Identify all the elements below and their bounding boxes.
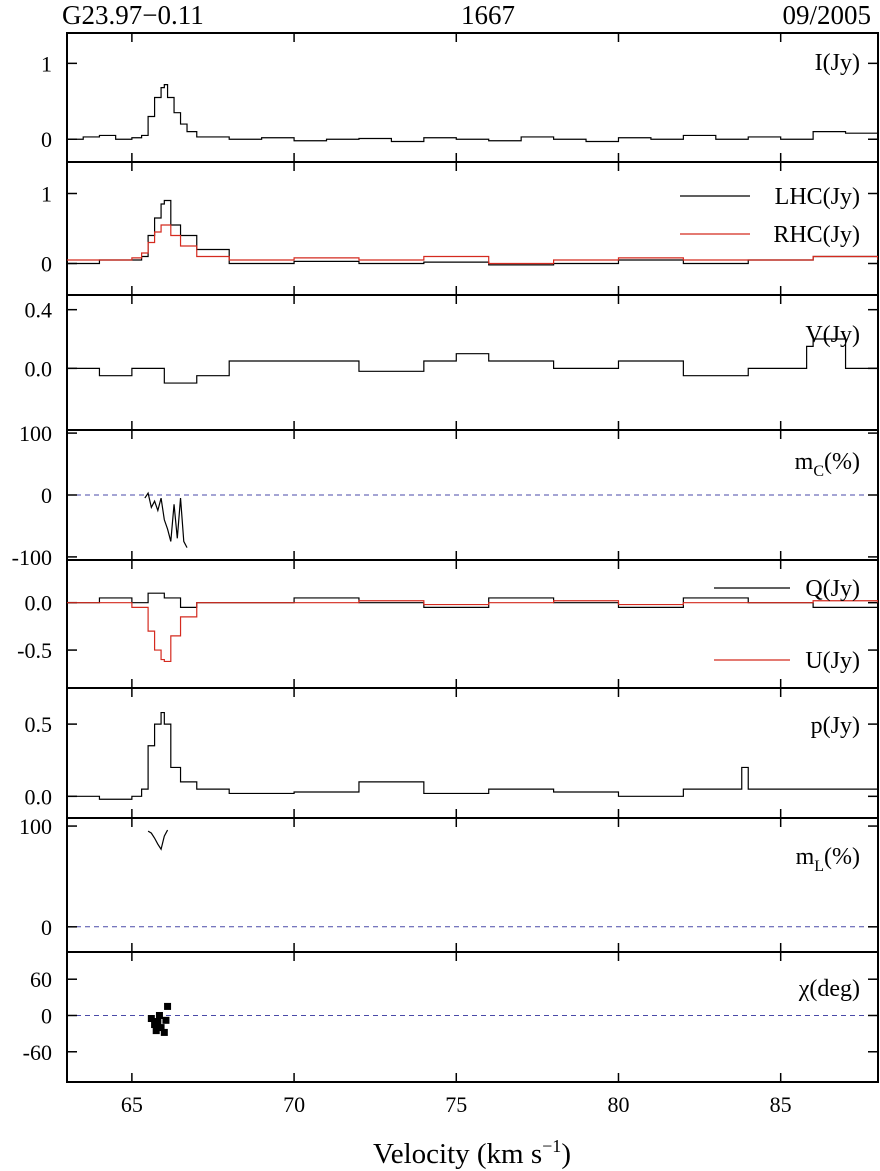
panel-chi: 60 0 -60 χ(deg) [23, 951, 879, 1083]
transition-frequency: 1667 [461, 0, 515, 30]
y-tick-label: 0 [41, 252, 52, 277]
legend-label: Q(Jy) [805, 576, 860, 602]
panel-frame [66, 294, 879, 431]
panel-frame [66, 687, 879, 819]
panel-mc: 100 0 -100 mC(%) [12, 421, 879, 570]
panel-label: mL(%) [796, 844, 860, 875]
series-group [67, 592, 878, 663]
figure-header: G23.97−0.11 1667 09/2005 [62, 0, 871, 30]
data-point [147, 1015, 155, 1023]
panel-frame [66, 32, 879, 163]
y-tick-label: 1 [41, 51, 52, 76]
y-tick-label: 0 [41, 127, 52, 152]
y-tick-label: 0.4 [25, 298, 53, 323]
data-point [152, 1027, 160, 1035]
panel-label: I(Jy) [815, 50, 860, 76]
panel-label: V(Jy) [805, 322, 860, 348]
series-group [67, 84, 878, 143]
data-point [157, 1024, 165, 1032]
series-group [67, 711, 878, 800]
y-tick-label: 0 [41, 1003, 52, 1028]
y-tick-label: 1 [41, 182, 52, 207]
panel-frame [66, 817, 879, 953]
x-tick-label: 70 [283, 1092, 305, 1117]
x-tick-label: 75 [445, 1092, 467, 1117]
series-line [67, 592, 878, 609]
panel-frame [66, 559, 879, 689]
x-axis-label: Velocity (km s−1) [373, 1136, 571, 1170]
panel-stokes-i: 1 0 I(Jy) [41, 32, 879, 163]
series-line [67, 711, 878, 800]
observation-epoch: 09/2005 [782, 0, 871, 30]
y-tick-label: 60 [30, 967, 52, 992]
legend-label: LHC(Jy) [775, 184, 860, 210]
source-name: G23.97−0.11 [62, 0, 204, 30]
panel-label: χ(deg) [798, 976, 860, 1002]
y-tick-label: 0.5 [25, 712, 53, 737]
series-line [67, 199, 878, 266]
data-point [164, 1002, 172, 1010]
panel-label: p(Jy) [811, 713, 860, 739]
y-tick-label: 0 [41, 483, 52, 508]
series-line [67, 224, 878, 265]
y-tick-label: -0.5 [17, 638, 52, 663]
legend-label: RHC(Jy) [773, 222, 860, 248]
x-tick-label: 85 [770, 1092, 792, 1117]
y-tick-label: 100 [19, 814, 52, 839]
panel-frame [66, 951, 879, 1083]
legend-label: U(Jy) [805, 648, 860, 674]
y-tick-label: 0 [41, 915, 52, 940]
x-tick-label: 65 [121, 1092, 143, 1117]
series-line [144, 491, 188, 548]
series-group [144, 491, 188, 548]
y-tick-label: -100 [12, 545, 52, 570]
data-point [162, 1016, 170, 1024]
panel-frame [66, 161, 879, 296]
series-group [147, 829, 169, 851]
panel-lhc-rhc: 1 0 LHC(Jy) RHC(Jy) [41, 161, 879, 296]
panel-stokes-v: 0.4 0.0 V(Jy) [25, 294, 879, 431]
y-tick-label: 0.0 [25, 356, 53, 381]
series-line [147, 829, 169, 851]
x-tick-label: 80 [607, 1092, 629, 1117]
series-group [67, 338, 878, 391]
data-point [154, 1018, 162, 1026]
series-group [67, 199, 878, 266]
series-line [67, 338, 878, 391]
y-tick-label: -60 [23, 1040, 52, 1065]
panel-p: 0.5 0.0 p(Jy) [25, 687, 879, 819]
series-group [147, 1002, 172, 1036]
x-axis: 65 70 75 80 85 [121, 1092, 792, 1117]
y-tick-label: 0.0 [25, 591, 53, 616]
panel-q-u: 0.0 -0.5 Q(Jy) U(Jy) [17, 559, 879, 689]
y-tick-label: 100 [19, 421, 52, 446]
data-point [155, 1011, 163, 1019]
series-line [67, 84, 878, 143]
data-point [160, 1028, 168, 1036]
series-line [67, 600, 878, 663]
y-tick-label: 0.0 [25, 784, 53, 809]
panel-label: mC(%) [795, 449, 860, 480]
panel-ml: 100 0 mL(%) [19, 814, 879, 953]
panels: 1 0 I(Jy) 1 0 LHC(Jy) RHC(Jy) 0.4 0.0 V(Jy) 100 0 -1… [12, 32, 879, 1083]
